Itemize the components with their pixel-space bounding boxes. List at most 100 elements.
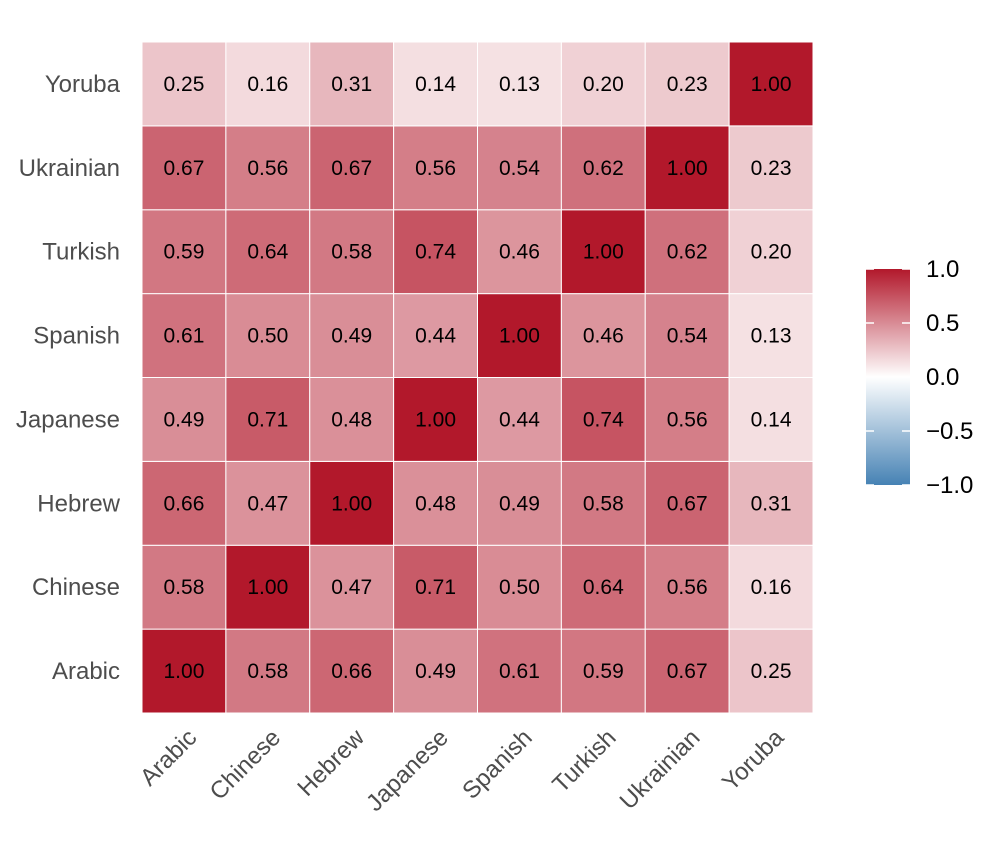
cell-value-label: 0.66 — [331, 660, 372, 683]
y-tick-label-ukrainian: Ukrainian — [19, 155, 120, 182]
heatmap-cell-spanish-chinese — [225, 293, 311, 378]
heatmap-cell-hebrew-arabic — [141, 460, 227, 546]
heatmap-cell-turkish-arabic — [141, 209, 227, 295]
cell-value-label: 0.14 — [751, 408, 792, 431]
cell-value-label: 0.16 — [751, 576, 792, 599]
cell-value-label: 0.25 — [751, 660, 792, 683]
cell-value-label: 0.64 — [583, 576, 624, 599]
heatmap-cell-arabic-turkish — [560, 628, 646, 714]
cell-value-label: 0.50 — [499, 576, 540, 599]
heatmap-cells — [141, 41, 814, 714]
heatmap-cell-labels: 1.00 0.58 0.66 0.49 0.61 0.59 0.67 0.25 0.58 1.00… — [164, 73, 792, 683]
x-tick-label-turkish: Turkish — [547, 724, 621, 798]
legend-tick-label: 0.0 — [926, 364, 959, 391]
x-tick-label-chinese: Chinese — [205, 724, 286, 805]
cell-value-label: 0.56 — [667, 408, 708, 431]
cell-value-label: 0.13 — [499, 73, 540, 96]
heatmap-cell-arabic-spanish — [477, 628, 562, 714]
heatmap-cell-spanish-turkish — [560, 293, 646, 378]
x-tick-label-yoruba: Yoruba — [717, 724, 790, 797]
heatmap-cell-hebrew-chinese — [225, 460, 311, 546]
y-tick-label-japanese: Japanese — [16, 406, 120, 433]
heatmap-cell-hebrew-ukrainian — [644, 460, 730, 546]
heatmap-cell-yoruba-turkish — [560, 41, 646, 127]
cell-value-label: 0.71 — [247, 408, 288, 431]
cell-value-label: 0.66 — [164, 492, 205, 515]
heatmap-cell-spanish-yoruba — [728, 293, 814, 378]
heatmap-cell-yoruba-spanish — [477, 41, 562, 127]
heatmap-cell-yoruba-hebrew — [309, 41, 395, 127]
x-tick-label-arabic: Arabic — [135, 724, 202, 791]
cell-value-label: 0.64 — [247, 241, 288, 264]
heatmap-cell-turkish-turkish — [560, 209, 646, 295]
cell-value-label: 0.49 — [499, 492, 540, 515]
heatmap-cell-japanese-spanish — [477, 377, 562, 462]
heatmap-cell-chinese-japanese — [393, 544, 478, 630]
cell-value-label: 0.20 — [583, 73, 624, 96]
cell-value-label: 0.23 — [667, 73, 708, 96]
cell-value-label: 1.00 — [751, 73, 792, 96]
cell-value-label: 0.14 — [415, 73, 456, 96]
cell-value-label: 0.31 — [331, 73, 372, 96]
heatmap-cell-arabic-japanese — [393, 628, 478, 714]
y-tick-label-yoruba: Yoruba — [45, 71, 121, 98]
cell-value-label: 0.48 — [415, 492, 456, 515]
cell-value-label: 1.00 — [667, 157, 708, 180]
cell-value-label: 0.62 — [583, 157, 624, 180]
y-tick-label-chinese: Chinese — [32, 574, 120, 601]
y-tick-label-spanish: Spanish — [33, 323, 120, 350]
cell-value-label: 1.00 — [331, 492, 372, 515]
color-legend: 1.0 0.5 0.0 −0.5 −1.0 — [866, 256, 973, 499]
heatmap-cell-spanish-spanish — [477, 293, 562, 378]
heatmap-cell-ukrainian-spanish — [477, 125, 562, 211]
heatmap-cell-hebrew-yoruba — [728, 460, 814, 546]
x-tick-label-japanese: Japanese — [361, 724, 454, 817]
heatmap-cell-ukrainian-arabic — [141, 125, 227, 211]
legend-tick-label: 1.0 — [926, 256, 959, 283]
cell-value-label: 0.58 — [247, 660, 288, 683]
cell-value-label: 1.00 — [499, 325, 540, 348]
cell-value-label: 0.71 — [415, 576, 456, 599]
heatmap-cell-chinese-spanish — [477, 544, 562, 630]
heatmap-cell-turkish-spanish — [477, 209, 562, 295]
cell-value-label: 0.49 — [164, 408, 205, 431]
cell-value-label: 0.59 — [583, 660, 624, 683]
heatmap-cell-hebrew-spanish — [477, 460, 562, 546]
cell-value-label: 0.47 — [247, 492, 288, 515]
heatmap-cell-ukrainian-turkish — [560, 125, 646, 211]
cell-value-label: 0.13 — [751, 325, 792, 348]
heatmap-cell-turkish-ukrainian — [644, 209, 730, 295]
cell-value-label: 0.54 — [667, 325, 708, 348]
cell-value-label: 0.31 — [751, 492, 792, 515]
heatmap-cell-yoruba-japanese — [393, 41, 478, 127]
cell-value-label: 0.62 — [667, 241, 708, 264]
cell-value-label: 0.48 — [331, 408, 372, 431]
cell-value-label: 0.56 — [247, 157, 288, 180]
cell-value-label: 0.46 — [583, 325, 624, 348]
heatmap-cell-chinese-chinese — [225, 544, 311, 630]
cell-value-label: 0.67 — [331, 157, 372, 180]
cell-value-label: 0.67 — [667, 660, 708, 683]
heatmap-cell-spanish-hebrew — [309, 293, 395, 378]
cell-value-label: 0.67 — [164, 157, 205, 180]
heatmap-cell-arabic-yoruba — [728, 628, 814, 714]
cell-value-label: 0.44 — [499, 408, 540, 431]
cell-value-label: 0.61 — [499, 660, 540, 683]
heatmap-cell-chinese-arabic — [141, 544, 227, 630]
y-tick-label-arabic: Arabic — [52, 658, 120, 685]
cell-value-label: 0.61 — [164, 325, 205, 348]
heatmap-cell-yoruba-yoruba — [728, 41, 814, 127]
heatmap-cell-hebrew-japanese — [393, 460, 478, 546]
cell-value-label: 0.74 — [583, 408, 624, 431]
legend-tick-label: −0.5 — [926, 418, 973, 445]
cell-value-label: 1.00 — [415, 408, 456, 431]
cell-value-label: 0.56 — [667, 576, 708, 599]
heatmap-cell-turkish-yoruba — [728, 209, 814, 295]
heatmap-cell-hebrew-hebrew — [309, 460, 395, 546]
cell-value-label: 0.54 — [499, 157, 540, 180]
legend-ticks: 1.0 0.5 0.0 −0.5 −1.0 — [866, 256, 973, 499]
heatmap-cell-yoruba-arabic — [141, 41, 227, 127]
heatmap-cell-arabic-ukrainian — [644, 628, 730, 714]
